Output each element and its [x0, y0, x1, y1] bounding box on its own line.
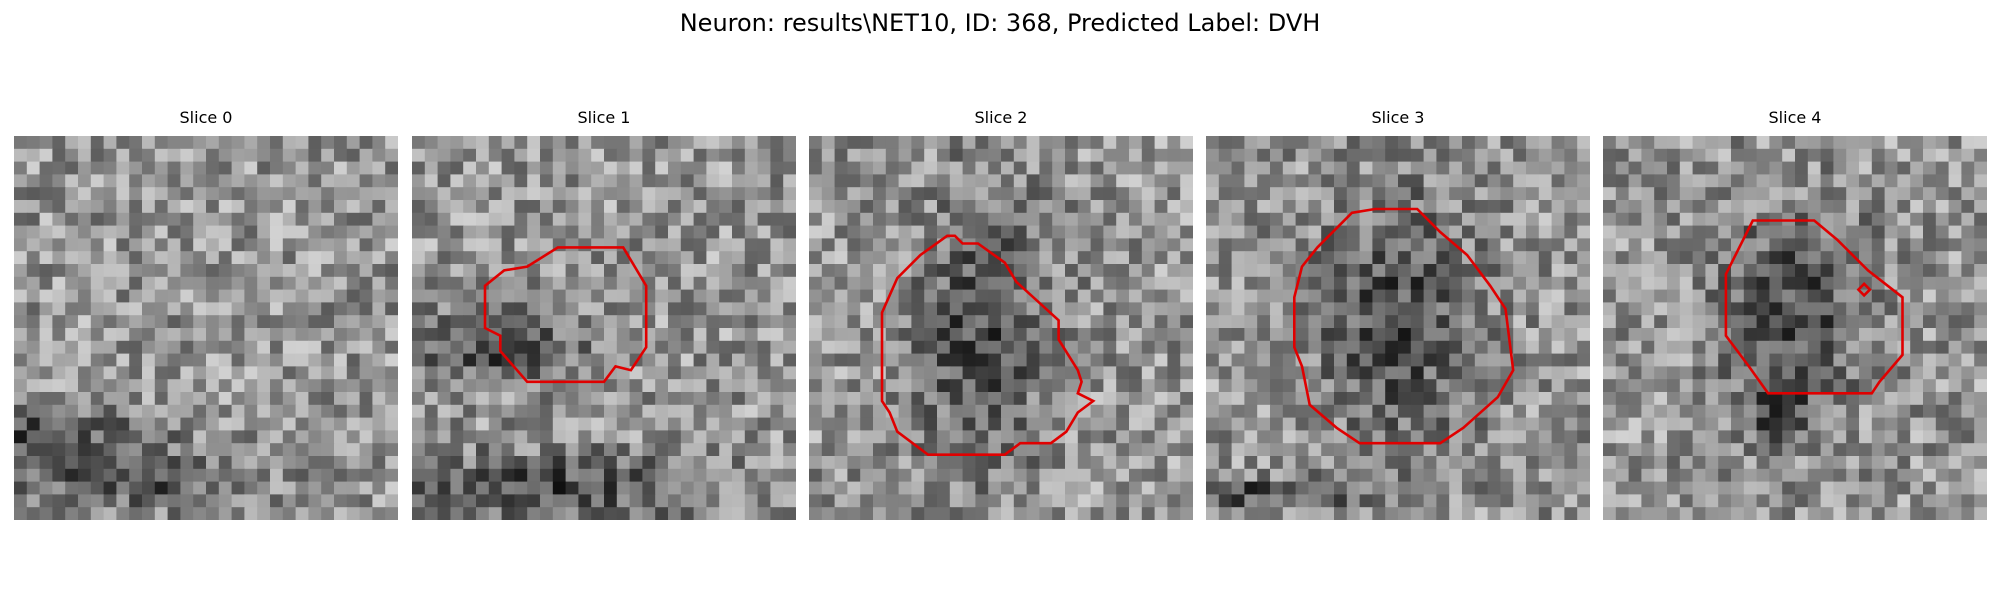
- slice-panel-1: Slice 1: [412, 108, 796, 520]
- figure-title: Neuron: results\NET10, ID: 368, Predicte…: [679, 9, 1321, 37]
- slice-panel-2: Slice 2: [809, 108, 1193, 520]
- slice-title: Slice 4: [1768, 108, 1822, 127]
- roi-contour: [1724, 219, 1904, 395]
- slice-title: Slice 2: [974, 108, 1028, 127]
- slice-image: [1206, 136, 1590, 520]
- slice-image: [412, 136, 796, 520]
- slice-title: Slice 1: [577, 108, 631, 127]
- roi-contour: [880, 234, 1096, 457]
- roi-contour: [483, 246, 648, 384]
- slice-image: [809, 136, 1193, 520]
- slice-panel-3: Slice 3: [1206, 108, 1590, 520]
- roi-contour: [1293, 207, 1515, 445]
- slice-title: Slice 3: [1371, 108, 1425, 127]
- slice-title: Slice 0: [179, 108, 233, 127]
- slice-panel-4: Slice 4: [1603, 108, 1987, 520]
- slice-image: [14, 136, 398, 520]
- roi-contour: [1856, 281, 1872, 298]
- slice-panel-0: Slice 0: [14, 108, 398, 520]
- slice-image: [1603, 136, 1987, 520]
